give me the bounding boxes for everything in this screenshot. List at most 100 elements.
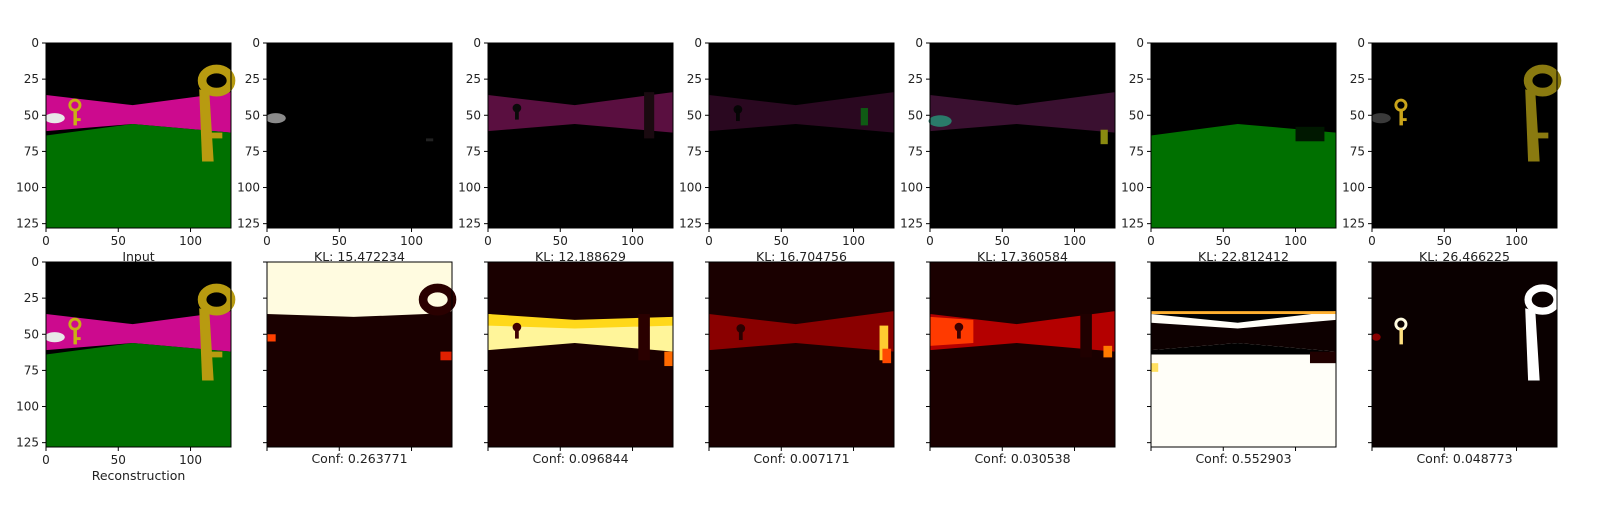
x-tick-label: 50 — [553, 234, 568, 248]
bottom-panel-6: Conf: 0.552903 — [1147, 262, 1336, 466]
top-panel-5: 0 50 100 0 25 50 75 100 125 KL: 17.360584 — [900, 36, 1115, 264]
y-tick-label: 100 — [900, 181, 923, 195]
y-tick-label: 125 — [1342, 217, 1365, 231]
x-tick-label: 0 — [705, 234, 713, 248]
x-tick-label: 50 — [995, 234, 1010, 248]
y-tick-label: 25 — [24, 72, 39, 86]
y-tick-label: 75 — [24, 144, 39, 158]
y-tick-label: 25 — [466, 72, 481, 86]
y-tick-label: 75 — [245, 144, 260, 158]
y-tick-label: 25 — [245, 72, 260, 86]
y-tick-label: 100 — [679, 181, 702, 195]
x-tick-label: 100 — [621, 234, 644, 248]
y-tick-label: 125 — [16, 217, 39, 231]
x-tick-label: 100 — [1284, 234, 1307, 248]
y-tick-label: 125 — [900, 217, 923, 231]
panel-xlabel: Reconstruction — [92, 468, 186, 483]
y-tick-label: 75 — [1350, 144, 1365, 158]
x-tick-label: 100 — [1505, 234, 1528, 248]
y-tick-label: 100 — [1342, 181, 1365, 195]
confidence-heatmap — [709, 262, 894, 447]
x-tick-label: 100 — [179, 234, 202, 248]
panel-xlabel: Conf: 0.096844 — [532, 451, 628, 466]
image-content — [1151, 43, 1336, 228]
x-tick-label: 100 — [1063, 234, 1086, 248]
image-content — [45, 43, 231, 228]
x-tick-label: 50 — [332, 234, 347, 248]
y-tick-label: 125 — [1121, 217, 1144, 231]
y-tick-label: 0 — [694, 36, 702, 50]
x-tick-label: 0 — [42, 453, 50, 467]
confidence-heatmap — [1151, 262, 1336, 447]
y-tick-label: 125 — [237, 217, 260, 231]
y-tick-label: 50 — [24, 108, 39, 122]
y-tick-label: 50 — [245, 108, 260, 122]
image-content — [488, 43, 673, 228]
bottom-panel-4: Conf: 0.007171 — [705, 262, 894, 466]
image-content — [45, 262, 231, 447]
top-panel-7: 0 50 100 0 25 50 75 100 125 KL: 26.466225 — [1342, 36, 1557, 264]
panel-xlabel: Conf: 0.030538 — [974, 451, 1070, 466]
x-tick-label: 50 — [1437, 234, 1452, 248]
y-tick-label: 50 — [1350, 108, 1365, 122]
x-tick-label: 100 — [842, 234, 865, 248]
y-tick-label: 75 — [1129, 144, 1144, 158]
y-tick-label: 25 — [1350, 72, 1365, 86]
confidence-heatmap — [267, 262, 452, 447]
y-tick-label: 25 — [908, 72, 923, 86]
y-tick-label: 75 — [687, 144, 702, 158]
image-content — [1371, 43, 1557, 228]
x-tick-label: 50 — [774, 234, 789, 248]
y-tick-label: 0 — [252, 36, 260, 50]
x-tick-label: 0 — [1368, 234, 1376, 248]
confidence-heatmap — [488, 262, 673, 447]
y-tick-label: 100 — [16, 181, 39, 195]
x-tick-label: 50 — [111, 234, 126, 248]
x-tick-label: 50 — [111, 453, 126, 467]
top-panel-1: 0 50 1000255075100125Input — [16, 36, 231, 264]
x-tick-label: 0 — [484, 234, 492, 248]
y-tick-label: 50 — [466, 108, 481, 122]
top-panel-2: 0 50 1000255075100125KL: 15.472234 — [237, 36, 452, 264]
confidence-heatmap — [1372, 262, 1557, 447]
bottom-panel-3: Conf: 0.096844 — [484, 262, 673, 466]
panel-xlabel: Conf: 0.263771 — [311, 451, 407, 466]
y-tick-label: 0 — [1136, 36, 1144, 50]
y-tick-label: 50 — [1129, 108, 1144, 122]
y-tick-label: 25 — [687, 72, 702, 86]
y-tick-label: 0 — [31, 255, 39, 269]
x-tick-label: 0 — [263, 234, 271, 248]
y-tick-label: 0 — [915, 36, 923, 50]
y-tick-label: 50 — [687, 108, 702, 122]
image-content — [266, 43, 452, 228]
y-tick-label: 50 — [24, 327, 39, 341]
y-tick-label: 125 — [458, 217, 481, 231]
y-tick-label: 50 — [908, 108, 923, 122]
x-tick-label: 50 — [1216, 234, 1231, 248]
y-tick-label: 125 — [679, 217, 702, 231]
y-tick-label: 125 — [16, 436, 39, 450]
panel-xlabel: Conf: 0.552903 — [1195, 451, 1291, 466]
y-tick-label: 100 — [1121, 181, 1144, 195]
top-panel-3: 0 50 100 0 25 50 75 100 125 KL: 12.188629 — [458, 36, 673, 264]
y-tick-label: 100 — [237, 181, 260, 195]
y-tick-label: 0 — [31, 36, 39, 50]
y-tick-label: 0 — [1357, 36, 1365, 50]
panel-xlabel: Conf: 0.007171 — [753, 451, 849, 466]
bottom-panel-2: Conf: 0.263771 — [263, 262, 452, 466]
x-tick-label: 100 — [179, 453, 202, 467]
top-panel-6: 0 50 100 0 25 50 75 100 125 KL: 22.812412 — [1121, 36, 1336, 264]
image-content — [929, 43, 1115, 228]
y-tick-label: 25 — [1129, 72, 1144, 86]
bottom-panel-7: Conf: 0.048773 — [1368, 262, 1557, 466]
x-tick-label: 0 — [926, 234, 934, 248]
image-content — [709, 43, 894, 228]
y-tick-label: 100 — [16, 400, 39, 414]
x-tick-label: 0 — [1147, 234, 1155, 248]
bottom-panel-5: Conf: 0.030538 — [926, 262, 1115, 466]
y-tick-label: 0 — [473, 36, 481, 50]
y-tick-label: 75 — [466, 144, 481, 158]
panel-xlabel: Conf: 0.048773 — [1416, 451, 1512, 466]
y-tick-label: 25 — [24, 291, 39, 305]
